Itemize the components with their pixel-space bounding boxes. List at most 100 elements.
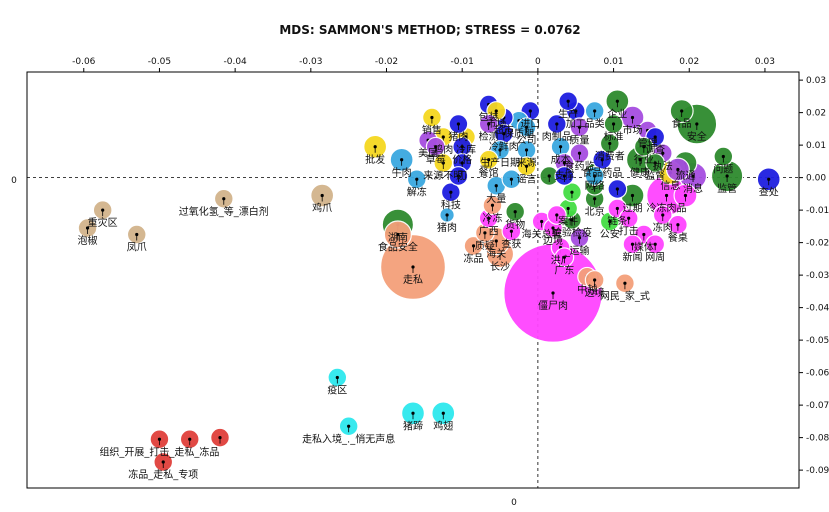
point-label: 科技	[441, 198, 461, 211]
point-label: 保质期	[504, 127, 534, 140]
point-label: 走私入境_._悄无声息	[302, 432, 395, 445]
point-label: 冷冻	[482, 211, 502, 224]
point-label: 消费者	[595, 150, 625, 163]
scatter-points	[77, 89, 781, 472]
x-tick-label: 0	[535, 57, 541, 67]
point-label: 货物	[505, 218, 525, 231]
point-label: 品类	[585, 117, 605, 130]
left-zero-label: 0	[11, 176, 17, 186]
point-label: 调查	[645, 143, 665, 156]
point-label: 餐桌	[668, 231, 688, 244]
point-label: 冻品_走私_专项	[128, 468, 198, 481]
point-label: 冻品	[464, 252, 484, 265]
point-label: 公安	[600, 228, 620, 241]
x-tick-label: 0.01	[604, 57, 624, 67]
point-label: 媒体	[634, 242, 654, 254]
y-tick-label: 0.02	[806, 109, 826, 119]
x-tick-label: -0.03	[299, 57, 322, 67]
point-label: 生产	[558, 107, 578, 120]
plot-frame	[26, 71, 800, 489]
point-label: 僵尸肉	[538, 299, 568, 312]
point-label: 问题	[713, 163, 733, 176]
y-tick-label: 0.03	[806, 76, 826, 86]
point-label: 大量	[486, 192, 506, 205]
x-tick-label: -0.02	[375, 57, 398, 67]
point-label: 价格	[452, 153, 472, 166]
point-label: 刀	[457, 171, 467, 182]
point-label: 洪广	[551, 255, 571, 267]
point-label: 餐馆	[479, 166, 499, 179]
point-label: 走私	[403, 274, 423, 286]
point-label: 边境	[585, 286, 605, 299]
point-label: 冷库	[456, 143, 476, 156]
point-label: 市场	[622, 124, 642, 137]
x-tick-label: -0.06	[72, 57, 96, 67]
point-label: 打击	[619, 224, 639, 237]
point-label: 猪肉	[437, 221, 457, 234]
point-label: 谣言	[517, 172, 537, 185]
point-label: 管理	[638, 137, 658, 150]
x-tick-label: 0.02	[679, 57, 699, 67]
y-tick-label: -0.06	[806, 369, 829, 379]
point-label: 草莓	[426, 154, 446, 166]
y-tick-label: -0.02	[806, 239, 829, 249]
point-label: 健康	[630, 166, 650, 179]
point-label: 质疑	[475, 240, 495, 252]
point-label: 企业	[607, 107, 627, 120]
point-label: 来源不明	[423, 169, 463, 182]
x-tick-label: -0.05	[148, 57, 171, 67]
y-tick-label: -0.08	[806, 434, 829, 444]
point-label: 查处	[759, 185, 779, 198]
point-label: 食品	[672, 117, 692, 130]
point-label: 新闻	[622, 250, 642, 263]
point-label: 凤爪	[127, 242, 147, 254]
point-label: 行业	[634, 153, 654, 166]
point-label: 北京	[585, 205, 605, 218]
point-label: 案件	[558, 215, 578, 228]
point-label: 冻肉	[653, 221, 673, 234]
point-label: 冷鲜肉	[489, 140, 519, 153]
point-label: 冷冻肉品	[647, 202, 687, 215]
point-label: 质量	[570, 134, 590, 146]
point-label: 食品药品	[582, 166, 622, 179]
point-label: 检测	[479, 130, 499, 143]
point-label: 组织_开展_打击_走私_冻品	[99, 445, 219, 458]
point-label: 广东	[554, 263, 574, 276]
point-label: 美国	[418, 146, 438, 159]
point-label: 查获	[501, 237, 521, 250]
point-label: 生产日期	[480, 156, 520, 169]
point-label: 疫区	[327, 384, 347, 397]
point-label: 食药监	[565, 159, 595, 172]
point-label: 网民_家_式	[600, 289, 650, 302]
point-label: 安全	[687, 130, 707, 143]
point-label: 监督	[645, 169, 665, 182]
point-label: 进口	[520, 118, 540, 130]
chart-title: MDS: SAMMON'S METHOD; STRESS = 0.0762	[279, 23, 580, 37]
point-label: 泡椒	[78, 234, 98, 247]
point-label: 批发	[365, 153, 385, 166]
point-label: 包装	[479, 111, 499, 124]
point-label: 长沙	[490, 261, 510, 273]
y-tick-label: -0.01	[806, 206, 829, 216]
point-label: 支撑	[554, 169, 574, 182]
point-label: 鸡翅	[433, 419, 453, 432]
x-tick-label: -0.04	[223, 57, 247, 67]
point-label: 广西	[479, 225, 499, 237]
x-tick-label: -0.01	[451, 57, 474, 67]
y-tick-label: -0.03	[806, 271, 829, 281]
point-label: 成本	[551, 153, 571, 166]
y-tick-label: -0.07	[806, 401, 829, 411]
point-label: 海关总署	[522, 228, 562, 241]
point-label: 海关	[486, 247, 506, 260]
point-label: 销售	[422, 124, 442, 137]
point-label: 食品安全	[378, 241, 418, 254]
point-label: 网络	[585, 179, 605, 192]
x-tick-label: 0.03	[755, 57, 775, 67]
point-label: 过氧化氢_等_漂白剂	[179, 205, 269, 218]
point-label: 链条	[607, 215, 627, 228]
point-label: 网周	[645, 251, 665, 263]
point-label: 消息	[683, 182, 703, 195]
bottom-zero-label: 0	[511, 498, 517, 508]
